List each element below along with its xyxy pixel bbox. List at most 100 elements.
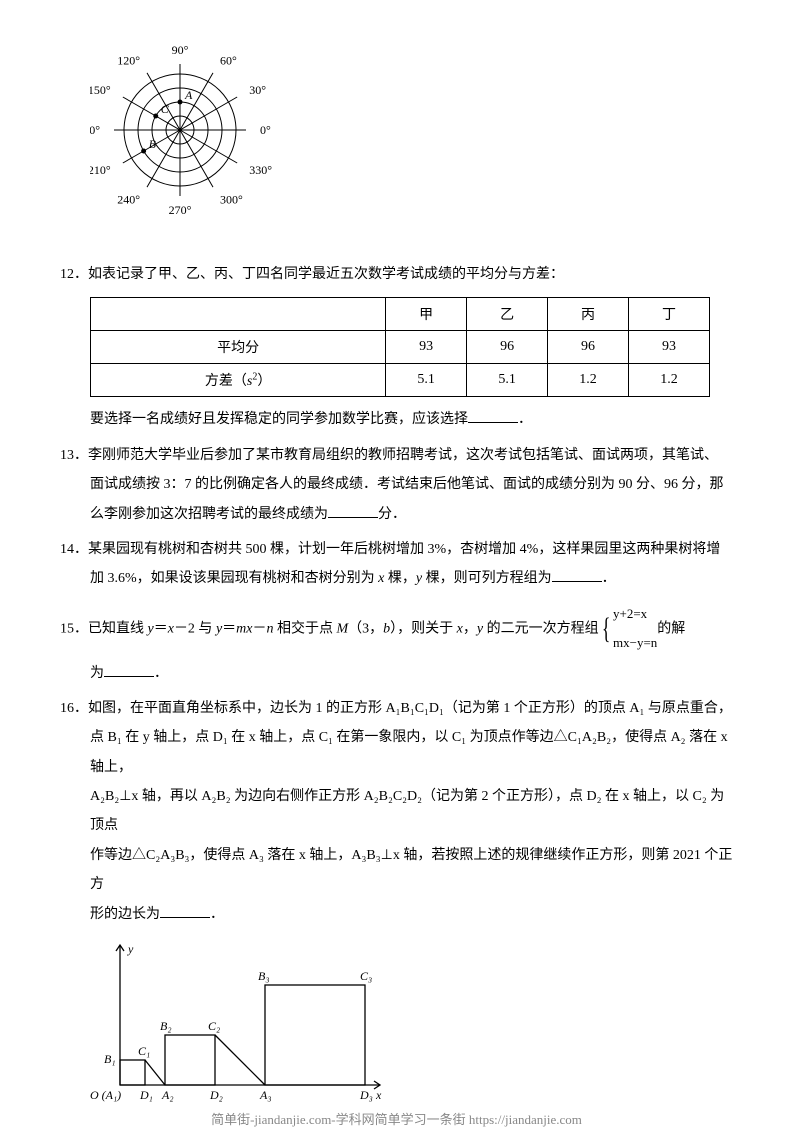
q14-line1: 14．某果园现有桃树和杏树共 500 棵，计划一年后桃树增加 3%，杏树增加 4… (60, 535, 733, 564)
q15-line1: 15．已知直线 y＝x－2 与 y＝mx－n 相交于点 M（3，b），则关于 x… (60, 600, 733, 659)
q13-l2: 面试成绩按 3：7 的比例确定各人的最终成绩．考试结束后他笔试、面试的成绩分别为… (60, 470, 733, 499)
q15-tail: ． (154, 666, 168, 681)
svg-text:A: A (184, 88, 193, 102)
q15-mid4: ， (463, 621, 477, 636)
q16-l5: 形的边长为 ． (60, 900, 733, 929)
var-label-b: ） (257, 374, 271, 389)
q13-l3: 么李刚参加这次招聘考试的最终成绩为分． (60, 500, 733, 529)
q12-th-2: 乙 (467, 298, 548, 331)
svg-text:D₂: D₂ (209, 1088, 223, 1102)
svg-text:D₃: D₃ (359, 1088, 373, 1102)
svg-text:270°: 270° (169, 203, 192, 217)
q12-text: 如表记录了甲、乙、丙、丁四名同学最近五次数学考试成绩的平均分与方差： (88, 267, 564, 282)
q14-l2c: 棵，则可列方程组为 (422, 571, 552, 586)
svg-text:B₁: B₁ (104, 1052, 116, 1066)
q12-r0c0: 平均分 (91, 331, 386, 364)
svg-text:30°: 30° (249, 83, 266, 97)
blank (552, 567, 602, 582)
q12-th-4: 丁 (629, 298, 710, 331)
svg-text:y: y (127, 942, 134, 956)
question-15: 15．已知直线 y＝x－2 与 y＝mx－n 相交于点 M（3，b），则关于 x… (60, 600, 733, 688)
q15-line2: 为． (60, 659, 733, 688)
q12-after-tail: ． (518, 412, 532, 427)
q12-r0c3: 96 (548, 331, 629, 364)
left-brace-icon: { (601, 614, 610, 644)
question-14: 14．某果园现有桃树和杏树共 500 棵，计划一年后桃树增加 3%，杏树增加 4… (60, 535, 733, 594)
q15-post1: 的解 (657, 621, 685, 636)
q14-l2b: 棵， (384, 571, 416, 586)
q14-number: 14． (60, 542, 88, 557)
q14-l2: 加 3.6%，如果设该果园现有桃树和杏树分别为 x 棵，y 棵，则可列方程组为． (60, 564, 733, 593)
q16-tail: ． (210, 907, 224, 922)
svg-text:210°: 210° (90, 163, 111, 177)
polar-diagram: 0°30°60°90°120°150°180°210°240°270°300°3… (90, 40, 733, 245)
svg-text:x: x (375, 1088, 382, 1102)
equation-system: {y+2=xmx−y=n (599, 600, 658, 659)
q13-l1: 李刚师范大学毕业后参加了某市教育局组织的教师招聘考试，这次考试包括笔试、面试两项… (88, 448, 718, 463)
blank (104, 662, 154, 677)
polar-svg: 0°30°60°90°120°150°180°210°240°270°300°3… (90, 40, 300, 240)
q12-r1c4: 1.2 (629, 364, 710, 397)
q16-number: 16． (60, 701, 88, 716)
q12-r0c2: 96 (467, 331, 548, 364)
q15-mid5: 的二元一次方程组 (483, 621, 599, 636)
blank (468, 408, 518, 423)
svg-text:A₃: A₃ (259, 1088, 272, 1102)
q12-th-0 (91, 298, 386, 331)
q15-eq1b: ＝ (154, 621, 168, 636)
svg-text:O (A₁): O (A₁) (90, 1088, 121, 1102)
q13-l3a: 么李刚参加这次招聘考试的最终成绩为 (90, 507, 328, 522)
q14-tail: ． (602, 571, 616, 586)
q12-table: 甲 乙 丙 丁 平均分 93 96 96 93 方差（s2） 5.1 5.1 1… (90, 297, 710, 397)
q14-l2a: 加 3.6%，如果设该果园现有桃树和杏树分别为 (90, 571, 378, 586)
q15-pre: 已知直线 (88, 621, 148, 636)
var-label-a: 方差（ (205, 374, 247, 389)
q15-eq1d: －2 与 (174, 621, 216, 636)
table-row: 平均分 93 96 96 93 (91, 331, 710, 364)
q12-r0c1: 93 (386, 331, 467, 364)
q12-r1c2: 5.1 (467, 364, 548, 397)
q14-l1: 某果园现有桃树和杏树共 500 棵，计划一年后桃树增加 3%，杏树增加 4%，这… (88, 542, 720, 557)
q16-l3: A₂B₂⊥x 轴，再以 A₂B₂ 为边向右侧作正方形 A₂B₂C₂D₂（记为第 … (60, 782, 733, 841)
q12-number: 12． (60, 267, 88, 282)
q12-r0c4: 93 (629, 331, 710, 364)
page-footer: 简单街-jiandanjie.com-学科网简单学习一条街 https://ji… (0, 1109, 793, 1128)
q15-number: 15． (60, 621, 88, 636)
svg-text:240°: 240° (117, 192, 140, 206)
blank (160, 903, 210, 918)
q12-after-text: 要选择一名成绩好且发挥稳定的同学参加数学比赛，应该选择 (90, 412, 468, 427)
svg-text:150°: 150° (90, 83, 111, 97)
q15-mid3: ），则关于 (390, 621, 457, 636)
q13-line1: 13．李刚师范大学毕业后参加了某市教育局组织的教师招聘考试，这次考试包括笔试、面… (60, 441, 733, 470)
q15-l2a: 为 (90, 666, 104, 681)
q12-th-3: 丙 (548, 298, 629, 331)
q15-mid1: 相交于点 (273, 621, 336, 636)
table-row: 甲 乙 丙 丁 (91, 298, 710, 331)
q16-l5a: 形的边长为 (90, 907, 160, 922)
question-13: 13．李刚师范大学毕业后参加了某市教育局组织的教师招聘考试，这次考试包括笔试、面… (60, 441, 733, 529)
q16-line1: 16．如图，在平面直角坐标系中，边长为 1 的正方形 A₁B₁C₁D₁（记为第 … (60, 694, 733, 723)
q15-mx: mx (236, 621, 252, 636)
q16-l1: 如图，在平面直角坐标系中，边长为 1 的正方形 A₁B₁C₁D₁（记为第 1 个… (88, 701, 732, 716)
svg-text:180°: 180° (90, 123, 100, 137)
svg-text:300°: 300° (220, 192, 243, 206)
svg-text:0°: 0° (260, 123, 271, 137)
q16-svg: xyO (A₁)B₁C₁D₁A₂B₂C₂D₂A₃B₃C₃D₃ (90, 935, 390, 1105)
q12-r1c1: 5.1 (386, 364, 467, 397)
q12-stem: 12．如表记录了甲、乙、丙、丁四名同学最近五次数学考试成绩的平均分与方差： (60, 260, 733, 289)
svg-text:60°: 60° (220, 54, 237, 68)
q15-eq2b: ＝ (222, 621, 236, 636)
question-12: 12．如表记录了甲、乙、丙、丁四名同学最近五次数学考试成绩的平均分与方差： 甲 … (60, 260, 733, 435)
question-16: 16．如图，在平面直角坐标系中，边长为 1 的正方形 A₁B₁C₁D₁（记为第 … (60, 694, 733, 1110)
svg-text:C: C (161, 102, 170, 116)
svg-text:120°: 120° (117, 54, 140, 68)
q16-figure: xyO (A₁)B₁C₁D₁A₂B₂C₂D₂A₃B₃C₃D₃ (90, 935, 733, 1110)
q12-r1c0: 方差（s2） (91, 364, 386, 397)
q16-l4: 作等边△C₂A₃B₃，使得点 A₃ 落在 x 轴上，A₃B₃⊥x 轴，若按照上述… (60, 841, 733, 900)
q12-after: 要选择一名成绩好且发挥稳定的同学参加数学比赛，应该选择 ． (60, 405, 733, 434)
svg-text:C₃: C₃ (360, 969, 372, 983)
svg-text:C₁: C₁ (138, 1044, 150, 1058)
q13-number: 13． (60, 448, 88, 463)
svg-text:A₂: A₂ (161, 1088, 174, 1102)
svg-text:D₁: D₁ (139, 1088, 153, 1102)
